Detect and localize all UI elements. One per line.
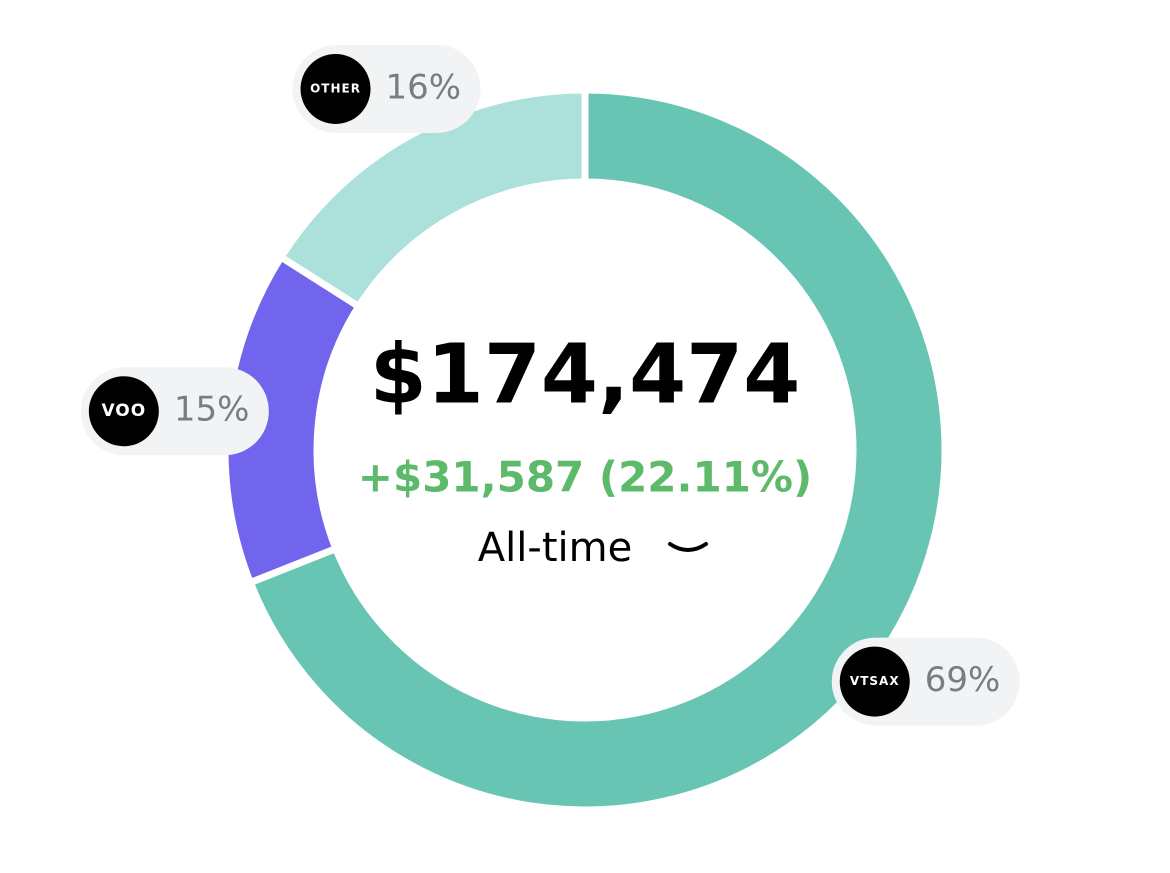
period-selector[interactable]: All-time — [478, 525, 708, 571]
slice-label: VOO 15% — [80, 367, 269, 456]
percent-label: 69% — [925, 660, 1001, 700]
ticker-badge — [300, 53, 371, 124]
period-label[interactable]: All-time — [478, 525, 632, 571]
ticker: OTHER — [310, 81, 361, 95]
ticker-badge — [839, 646, 910, 717]
percent-label: 15% — [174, 390, 250, 430]
percent-label: 16% — [386, 67, 462, 107]
ticker: VOO — [101, 401, 146, 421]
slice — [245, 86, 949, 814]
donut — [221, 86, 949, 814]
chevron-icon[interactable] — [668, 542, 708, 552]
ticker: VTSAX — [850, 674, 900, 688]
labels: VTSAX 69% VOO 15% OTHER 16% — [80, 44, 1020, 726]
ticker-badge — [88, 376, 159, 447]
change-value: +$31,587 (22.11%) — [358, 453, 812, 502]
slice-label: OTHER 16% — [292, 44, 481, 133]
slice-label: VTSAX 69% — [831, 637, 1020, 726]
total-value: $174,474 — [370, 327, 801, 422]
slice — [276, 86, 589, 312]
